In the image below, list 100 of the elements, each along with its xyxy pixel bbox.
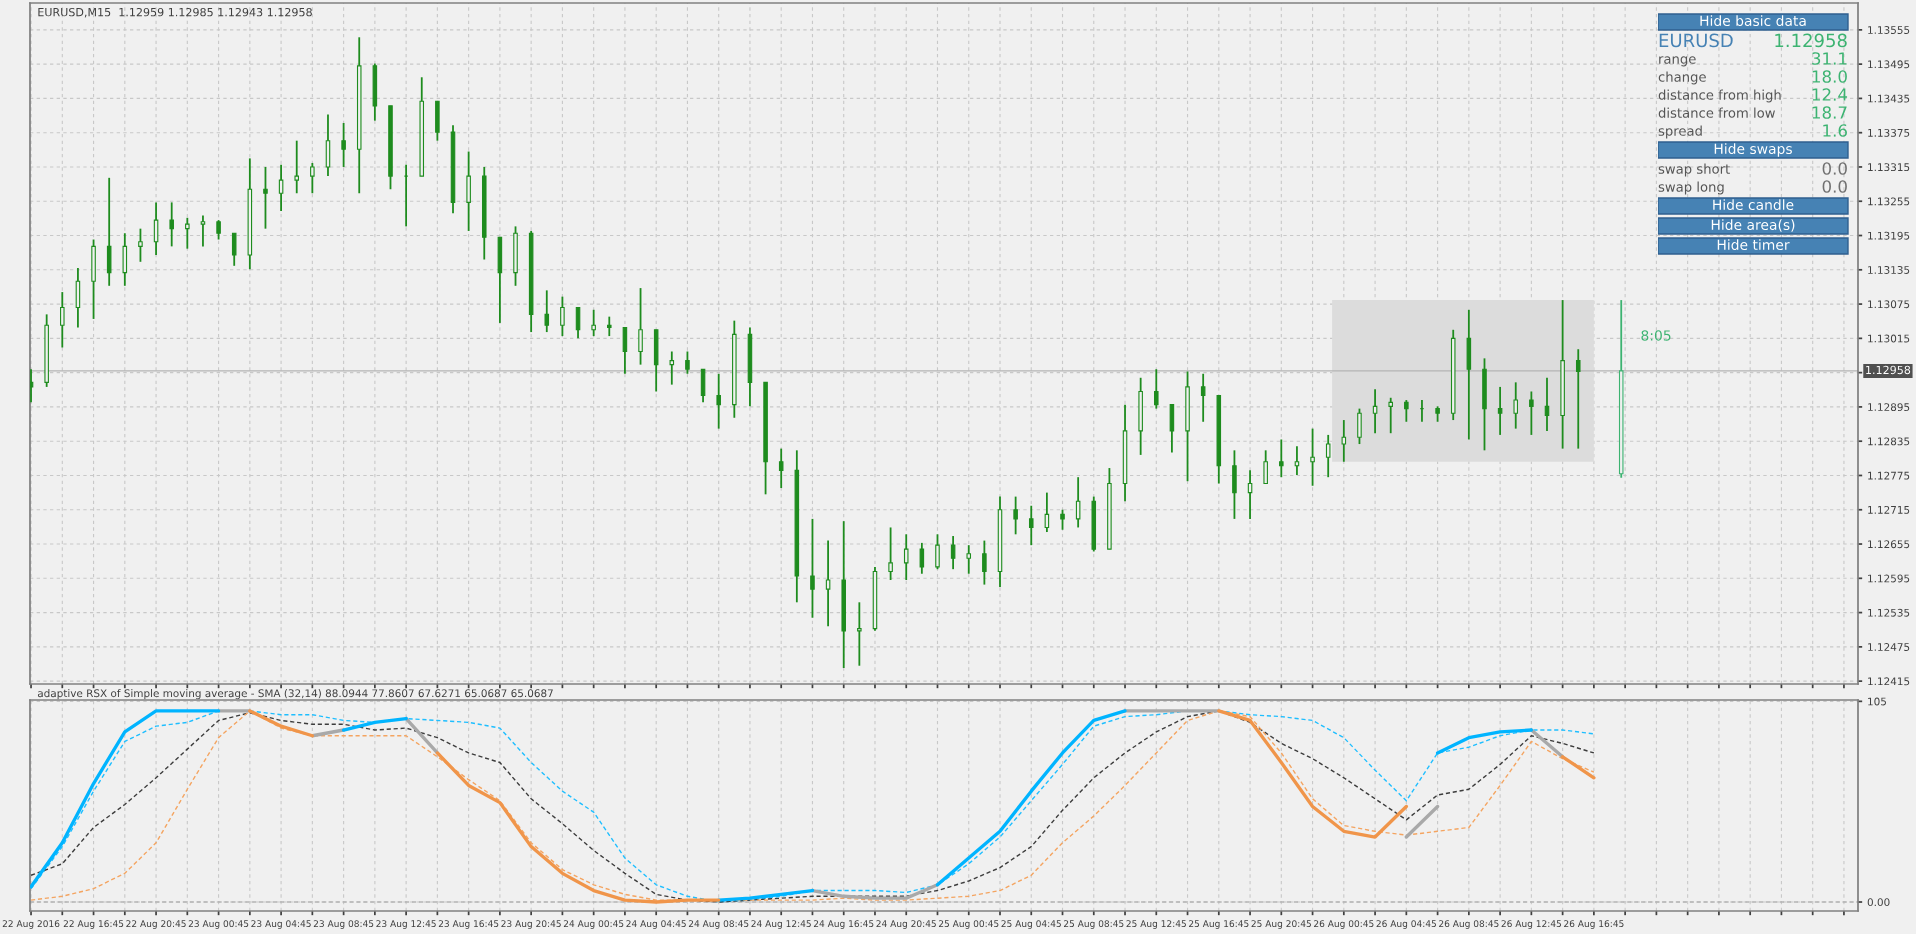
candlestick [544, 289, 550, 333]
x-tick-label: 23 Aug 20:45 [501, 920, 561, 929]
candlestick [294, 139, 299, 195]
candlestick [560, 295, 565, 337]
text: 18.0 [1812, 70, 1847, 83]
candlestick [966, 544, 972, 575]
y-tick-label: 1.13015 [1868, 334, 1910, 343]
y-tick-label: 1.12715 [1868, 505, 1910, 514]
category-label: EURUSD [1659, 33, 1733, 48]
annotation: Hide basic data [1700, 15, 1806, 27]
x-tick-label: 24 Aug 12:45 [751, 920, 811, 929]
y-tick-label: 1.13315 [1868, 163, 1910, 172]
candlestick [200, 214, 206, 248]
candlestick [1310, 427, 1315, 487]
annotation: Hide area(s) [1711, 219, 1795, 232]
candlestick [607, 315, 612, 337]
candlestick [669, 350, 675, 386]
y-tick-label: 1.13435 [1868, 94, 1910, 103]
candlestick [716, 372, 721, 430]
x-tick-label: 25 Aug 04:45 [1001, 920, 1061, 929]
candlestick [185, 216, 190, 250]
y-tick-label: 1.13375 [1868, 128, 1910, 137]
x-tick-label: 24 Aug 08:45 [688, 920, 749, 929]
y-tick-label: 1.12775 [1868, 471, 1910, 480]
text: 18.7 [1812, 106, 1847, 119]
category-label: range [1659, 56, 1696, 67]
x-tick-label: 25 Aug 12:45 [1126, 920, 1186, 929]
y-tick-label: 1.12595 [1868, 574, 1910, 583]
candlestick [60, 291, 65, 349]
y-tick-label: 1.12535 [1868, 608, 1910, 617]
candlestick [1341, 419, 1347, 463]
candlestick [403, 163, 409, 228]
candlestick [169, 201, 174, 248]
y-tick-label: 1.13195 [1868, 231, 1910, 240]
candlestick [1200, 372, 1206, 423]
y-tick-label: 0.00 [1867, 898, 1890, 907]
x-tick-label: 25 Aug 20:45 [1251, 920, 1311, 929]
text: 1.12958 [1775, 33, 1847, 48]
candlestick [263, 166, 268, 230]
x-tick-label: 26 Aug 00:45 [1314, 920, 1374, 929]
x-tick-label: 25 Aug 00:45 [938, 920, 999, 929]
y-tick-label: 1.13075 [1868, 300, 1910, 309]
x-tick-label: 24 Aug 00:45 [563, 920, 624, 929]
candlestick [1263, 449, 1268, 485]
x-tick-label: 23 Aug 08:45 [313, 920, 374, 929]
x-tick-label: 23 Aug 12:45 [376, 920, 436, 929]
candlestick [231, 232, 237, 267]
category-label: change [1658, 71, 1706, 85]
candlestick [1404, 399, 1409, 423]
category-label: swap long [1658, 181, 1724, 195]
x-tick-label: 22 Aug 20:45 [126, 920, 186, 929]
x-tick-label: 26 Aug 16:45 [1564, 920, 1624, 929]
candlestick [1388, 396, 1393, 435]
x-tick-label: 22 Aug 2016 [2, 920, 60, 929]
ref-line-label: 1.12958 [1866, 365, 1911, 375]
x-tick-label: 23 Aug 04:45 [251, 920, 311, 929]
category-label: spread [1658, 125, 1702, 139]
y-tick-label: 1.12835 [1868, 437, 1910, 446]
x-tick-label: 23 Aug 00:45 [188, 920, 249, 929]
x-tick-label: 26 Aug 08:45 [1439, 920, 1499, 929]
x-tick-label: 25 Aug 08:45 [1064, 920, 1124, 929]
candlestick [1279, 438, 1284, 479]
x-tick-label: 26 Aug 12:45 [1501, 920, 1562, 929]
candlestick [638, 287, 643, 366]
candlestick [810, 517, 815, 619]
candlestick [591, 308, 596, 337]
candlestick [310, 162, 315, 195]
y-tick-label: 105 [1868, 697, 1886, 706]
y-tick-label: 1.13135 [1868, 266, 1910, 274]
y-tick-label: 1.13495 [1868, 60, 1910, 69]
candlestick [1575, 348, 1581, 450]
candlestick [903, 533, 909, 581]
chart-title: adaptive RSX of Simple moving average - SMA (32,14) 88.0944 77.8607 67.6271 65.0687 65.0687 [37, 689, 553, 700]
candlestick [1372, 388, 1378, 435]
x-tick-label: 25 Aug 16:45 [1189, 920, 1249, 929]
y-tick-label: 1.12895 [1868, 403, 1910, 412]
candlestick [1028, 504, 1034, 547]
candlestick [30, 368, 34, 404]
text: 1.6 [1823, 124, 1847, 137]
candlestick [1060, 508, 1065, 531]
y-tick-label: 1.12415 [1868, 677, 1910, 686]
x-tick-label: 24 Aug 16:45 [813, 920, 874, 929]
candlestick [138, 227, 143, 263]
candlestick [1497, 386, 1503, 436]
candlestick [888, 526, 893, 581]
candlestick [1357, 407, 1362, 445]
candlestick [1154, 368, 1159, 410]
y-tick-label: 1.13555 [1868, 26, 1910, 34]
candlestick [1294, 445, 1300, 476]
x-tick-label: 24 Aug 04:45 [626, 920, 686, 929]
text: 0.0 [1822, 180, 1847, 193]
category-label: distance from high [1658, 89, 1781, 103]
annotation: 8:05 [1641, 330, 1671, 341]
chart-title: EURUSD,M15 1.12959 1.12985 1.12943 1.12958 [38, 7, 312, 18]
candlestick [216, 219, 221, 241]
candlestick [982, 539, 987, 586]
x-tick-label: 23 Aug 16:45 [438, 920, 499, 929]
candlestick [825, 539, 831, 628]
candlestick [1325, 434, 1331, 479]
category-label: distance from low [1658, 107, 1775, 118]
